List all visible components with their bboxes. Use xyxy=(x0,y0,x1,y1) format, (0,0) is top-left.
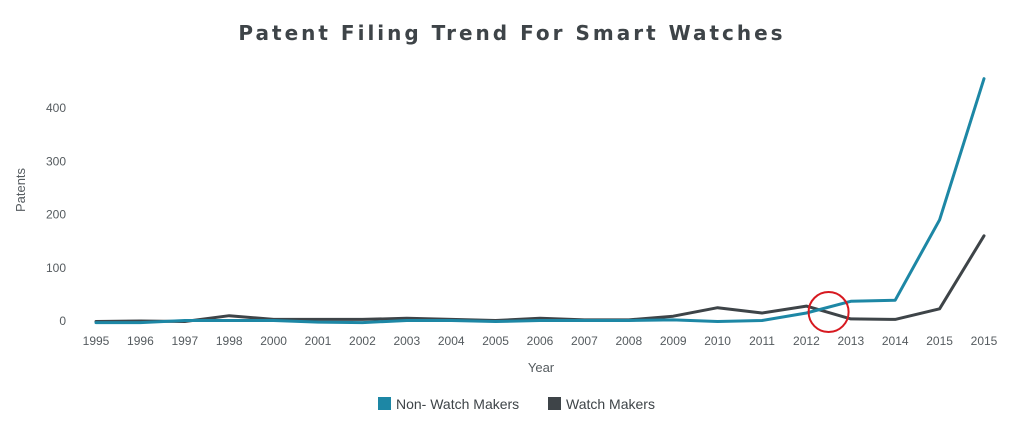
x-tick-label: 2008 xyxy=(615,334,642,348)
legend[interactable]: Non- Watch Makers Watch Makers xyxy=(378,396,655,412)
x-tick-label: 2009 xyxy=(660,334,687,348)
x-axis-ticks: 1995 1996 1997 1998 2000 2001 2002 2003 2004 2005… xyxy=(83,334,998,348)
series-group xyxy=(94,77,986,325)
x-tick-label: 1996 xyxy=(127,334,154,348)
x-tick-label: 2002 xyxy=(349,334,376,348)
x-tick-label: 2015 xyxy=(926,334,953,348)
legend-item-1[interactable]: Watch Makers xyxy=(548,396,655,412)
y-tick-label: 200 xyxy=(46,208,66,222)
x-axis-title: Year xyxy=(528,360,555,375)
series-line-0 xyxy=(94,77,986,325)
x-tick-label: 2005 xyxy=(482,334,509,348)
x-tick-label: 2007 xyxy=(571,334,598,348)
x-tick-label: 2004 xyxy=(438,334,465,348)
x-tick-label: 2010 xyxy=(704,334,731,348)
x-tick-label: 2015 xyxy=(971,334,998,348)
x-tick-label: 2013 xyxy=(837,334,864,348)
x-tick-label: 1997 xyxy=(171,334,198,348)
y-tick-label: 0 xyxy=(59,314,66,328)
annotations xyxy=(807,291,850,334)
x-tick-label: 2014 xyxy=(882,334,909,348)
highlight-circle xyxy=(807,291,850,334)
y-tick-label: 300 xyxy=(46,154,66,168)
legend-swatch xyxy=(548,397,561,410)
y-tick-label: 400 xyxy=(46,101,66,115)
x-tick-label: 2001 xyxy=(305,334,332,348)
x-tick-label: 1998 xyxy=(216,334,243,348)
x-tick-label: 2006 xyxy=(527,334,554,348)
y-axis-title: Patents xyxy=(13,167,28,212)
y-axis-ticks: 0 100 200 300 400 xyxy=(46,101,66,328)
legend-label: Non- Watch Makers xyxy=(396,396,519,412)
x-tick-label: 2011 xyxy=(749,334,775,348)
x-tick-label: 2000 xyxy=(260,334,287,348)
y-tick-label: 100 xyxy=(46,261,66,275)
series-line-1 xyxy=(94,234,986,323)
legend-item-0[interactable]: Non- Watch Makers xyxy=(378,396,519,412)
x-tick-label: 1995 xyxy=(83,334,110,348)
x-tick-label: 2012 xyxy=(793,334,820,348)
legend-swatch xyxy=(378,397,391,410)
legend-label: Watch Makers xyxy=(566,396,655,412)
chart-title: Patent Filing Trend For Smart Watches xyxy=(238,21,785,45)
x-tick-label: 2003 xyxy=(393,334,420,348)
